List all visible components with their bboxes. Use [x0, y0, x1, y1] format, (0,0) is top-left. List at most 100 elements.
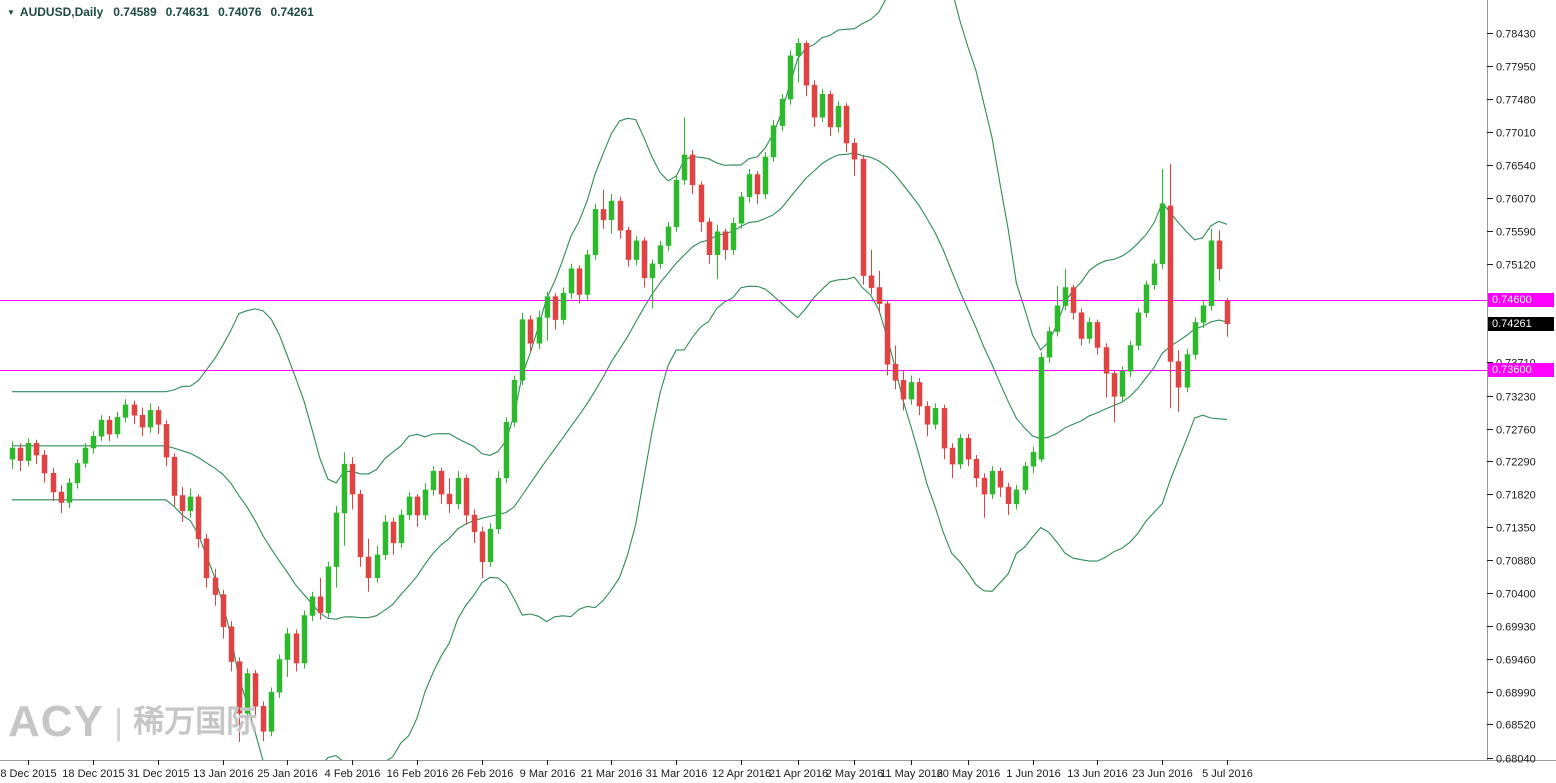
price-label: 0.77010: [1496, 128, 1536, 140]
bollinger-lower-band: [12, 276, 1228, 760]
candle-body: [66, 482, 73, 503]
time-label: 23 Jun 2016: [1132, 768, 1193, 780]
candle-body: [374, 554, 381, 579]
candle-body: [544, 296, 551, 318]
time-label: 4 Feb 2016: [325, 768, 381, 780]
candle-body: [212, 577, 219, 595]
candle-body: [908, 382, 915, 400]
candle-body: [592, 209, 599, 256]
candle-body: [860, 158, 867, 276]
candle-body: [195, 496, 202, 540]
candle-body: [1005, 486, 1012, 505]
price-label: 0.75590: [1496, 227, 1536, 239]
candle-body: [957, 438, 964, 465]
candle-body: [665, 226, 672, 246]
candle-body: [584, 254, 591, 295]
candle-body: [98, 419, 105, 437]
candle-body: [422, 489, 429, 516]
time-label: 9 Mar 2016: [520, 768, 576, 780]
candle-body: [892, 364, 899, 381]
candle-body: [795, 43, 802, 57]
candle-body: [1184, 354, 1191, 388]
candle-body: [560, 292, 567, 320]
acy-logo: ACY: [8, 697, 104, 746]
time-label: 20 May 2016: [937, 768, 1001, 780]
candle-body: [463, 477, 470, 516]
candle-body: [301, 615, 308, 664]
watermark-separator: |: [113, 701, 124, 742]
candle-body: [698, 184, 705, 223]
candle-body: [236, 661, 243, 714]
candle-body: [382, 521, 389, 556]
price-label: 0.73230: [1496, 392, 1536, 404]
time-label: 21 Mar 2016: [581, 768, 643, 780]
quote-high: 0.74631: [165, 5, 210, 19]
quote-open: 0.74589: [113, 5, 157, 19]
hline-price-badge-lower: 0.73600: [1488, 362, 1554, 377]
price-label: 0.68520: [1496, 720, 1536, 732]
candle-body: [284, 633, 291, 660]
candle-body: [762, 156, 769, 195]
candle-body: [74, 463, 81, 484]
time-label: 31 Mar 2016: [646, 768, 708, 780]
candle-body: [268, 692, 275, 732]
candle-body: [406, 496, 413, 516]
time-label: 12 Apr 2016: [712, 768, 771, 780]
candle-body: [1167, 205, 1174, 362]
candle-body: [139, 414, 146, 428]
candle-body: [536, 317, 543, 344]
candle-body: [519, 319, 526, 381]
candle-body: [90, 435, 97, 449]
candle-body: [608, 200, 615, 221]
candle-body: [1111, 373, 1118, 397]
price-label: 0.72760: [1496, 425, 1536, 437]
time-label: 31 Dec 2015: [127, 768, 189, 780]
quote-low: 0.74076: [218, 5, 262, 19]
price-label: 0.71820: [1496, 490, 1536, 502]
candle-body: [1046, 331, 1053, 358]
candle-body: [1038, 357, 1045, 460]
candle-body: [309, 596, 316, 616]
time-label: 13 Jun 2016: [1067, 768, 1128, 780]
candle-body: [349, 463, 356, 495]
hline-price-badge-upper: 0.74600: [1488, 293, 1554, 308]
time-scale[interactable]: 8 Dec 2015 18 Dec 2015 31 Dec 2015 13 Jan 2…: [0, 760, 1253, 780]
candle-body: [446, 493, 453, 505]
candle-body: [916, 382, 923, 407]
candle-body: [41, 454, 48, 474]
candle-body: [1200, 305, 1207, 323]
price-label: 0.76540: [1496, 161, 1536, 173]
time-label: 1 Jun 2016: [1006, 768, 1060, 780]
price-label: 0.69930: [1496, 622, 1536, 634]
price-scale[interactable]: 0.78430 0.77950 0.77480 0.77010 0.76540 0.760…: [1487, 29, 1536, 766]
candle-body: [819, 93, 826, 118]
candle-body: [673, 179, 680, 228]
candle-body: [787, 55, 794, 100]
price-label: 0.68040: [1496, 754, 1536, 766]
candle-body: [1094, 322, 1101, 348]
candle-body: [1054, 305, 1061, 332]
candle-body: [114, 417, 121, 435]
candle-body: [1151, 263, 1158, 285]
time-label: 26 Feb 2016: [452, 768, 514, 780]
candle-body: [33, 442, 40, 456]
candle-body: [997, 470, 1004, 488]
candle-body: [1216, 240, 1223, 269]
price-label: 0.68990: [1496, 688, 1536, 700]
candle-body: [730, 223, 737, 251]
candle-body: [941, 408, 948, 449]
candle-body: [1224, 300, 1231, 325]
candle-body: [706, 221, 713, 255]
candle-body: [1159, 203, 1166, 265]
bollinger-bands: [12, 0, 1228, 760]
symbol-dropdown-icon[interactable]: ▼: [7, 7, 15, 17]
candle-body: [131, 404, 138, 416]
candle-body: [244, 673, 251, 714]
time-label: 11 May 2016: [880, 768, 943, 780]
candle-body: [503, 421, 510, 479]
price-label: 0.78430: [1496, 29, 1536, 41]
candle-body: [803, 43, 810, 86]
quote-close: 0.74261: [270, 5, 314, 19]
candle-body: [617, 200, 624, 231]
